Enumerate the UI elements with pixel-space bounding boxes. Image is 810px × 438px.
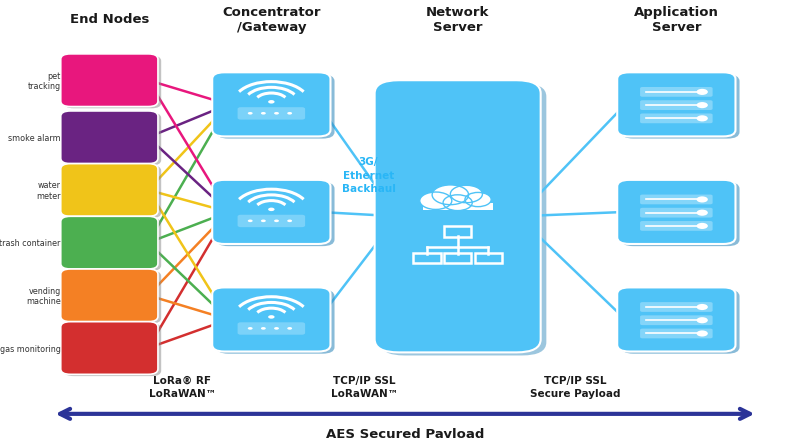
Text: AES Secured Payload: AES Secured Payload (326, 427, 484, 438)
Circle shape (288, 220, 292, 223)
FancyBboxPatch shape (64, 219, 161, 271)
FancyBboxPatch shape (61, 164, 158, 217)
FancyBboxPatch shape (64, 324, 161, 376)
FancyBboxPatch shape (640, 88, 713, 98)
Text: water
meter: water meter (36, 181, 61, 200)
FancyBboxPatch shape (640, 114, 713, 124)
Circle shape (261, 327, 266, 330)
Circle shape (268, 315, 275, 319)
FancyBboxPatch shape (237, 322, 305, 335)
Text: Network
Server: Network Server (426, 6, 489, 34)
FancyBboxPatch shape (64, 113, 161, 166)
Text: smoke alarm: smoke alarm (8, 134, 61, 142)
Circle shape (261, 113, 266, 115)
Circle shape (697, 223, 708, 230)
Circle shape (465, 193, 491, 207)
Text: Application
Server: Application Server (634, 6, 718, 34)
FancyBboxPatch shape (61, 322, 158, 374)
Text: 3G/
Ethernet
Backhaul: 3G/ Ethernet Backhaul (342, 157, 395, 193)
Circle shape (274, 113, 279, 115)
FancyBboxPatch shape (216, 75, 335, 139)
Text: TCP/IP SSL
LoRaWAN™: TCP/IP SSL LoRaWAN™ (331, 375, 398, 398)
Text: LoRa® RF
LoRaWAN™: LoRa® RF LoRaWAN™ (149, 375, 215, 398)
FancyBboxPatch shape (640, 316, 713, 325)
FancyBboxPatch shape (61, 217, 158, 269)
Circle shape (248, 220, 253, 223)
Circle shape (268, 101, 275, 104)
Text: pet
tracking: pet tracking (28, 71, 61, 91)
Text: gas monitoring: gas monitoring (0, 344, 61, 353)
FancyBboxPatch shape (212, 288, 330, 352)
FancyBboxPatch shape (61, 269, 158, 322)
Circle shape (443, 195, 472, 211)
FancyBboxPatch shape (212, 73, 330, 137)
FancyBboxPatch shape (216, 290, 335, 354)
Text: vending
machine: vending machine (26, 286, 61, 305)
Circle shape (697, 318, 708, 324)
Circle shape (248, 327, 253, 330)
Circle shape (697, 90, 708, 96)
Text: End Nodes: End Nodes (70, 13, 149, 26)
Circle shape (274, 220, 279, 223)
FancyBboxPatch shape (64, 166, 161, 219)
Circle shape (248, 113, 253, 115)
FancyBboxPatch shape (212, 180, 330, 244)
FancyBboxPatch shape (237, 108, 305, 120)
FancyBboxPatch shape (621, 183, 740, 247)
Circle shape (697, 304, 708, 311)
Circle shape (450, 186, 483, 203)
FancyBboxPatch shape (640, 101, 713, 111)
Circle shape (288, 113, 292, 115)
FancyBboxPatch shape (621, 75, 740, 139)
Circle shape (697, 197, 708, 203)
Circle shape (268, 208, 275, 212)
FancyBboxPatch shape (640, 208, 713, 218)
FancyBboxPatch shape (640, 329, 713, 339)
FancyBboxPatch shape (64, 271, 161, 324)
FancyBboxPatch shape (617, 180, 735, 244)
FancyBboxPatch shape (617, 288, 735, 352)
Circle shape (420, 193, 452, 210)
FancyBboxPatch shape (621, 290, 740, 354)
Circle shape (274, 327, 279, 330)
Circle shape (288, 327, 292, 330)
FancyBboxPatch shape (640, 302, 713, 312)
FancyBboxPatch shape (64, 57, 161, 109)
FancyBboxPatch shape (380, 84, 546, 356)
FancyBboxPatch shape (640, 222, 713, 231)
Text: TCP/IP SSL
Secure Payload: TCP/IP SSL Secure Payload (530, 375, 620, 398)
FancyBboxPatch shape (237, 215, 305, 228)
Text: trash container: trash container (0, 239, 61, 247)
Circle shape (697, 103, 708, 109)
FancyBboxPatch shape (640, 195, 713, 205)
Circle shape (697, 210, 708, 216)
FancyBboxPatch shape (61, 55, 158, 107)
Circle shape (432, 186, 468, 205)
Circle shape (261, 220, 266, 223)
Circle shape (697, 116, 708, 122)
Text: Concentrator
/Gateway: Concentrator /Gateway (222, 6, 321, 34)
FancyBboxPatch shape (374, 81, 540, 353)
Bar (423, 203, 492, 210)
FancyBboxPatch shape (216, 183, 335, 247)
Circle shape (697, 331, 708, 337)
FancyBboxPatch shape (617, 73, 735, 137)
FancyBboxPatch shape (61, 112, 158, 164)
